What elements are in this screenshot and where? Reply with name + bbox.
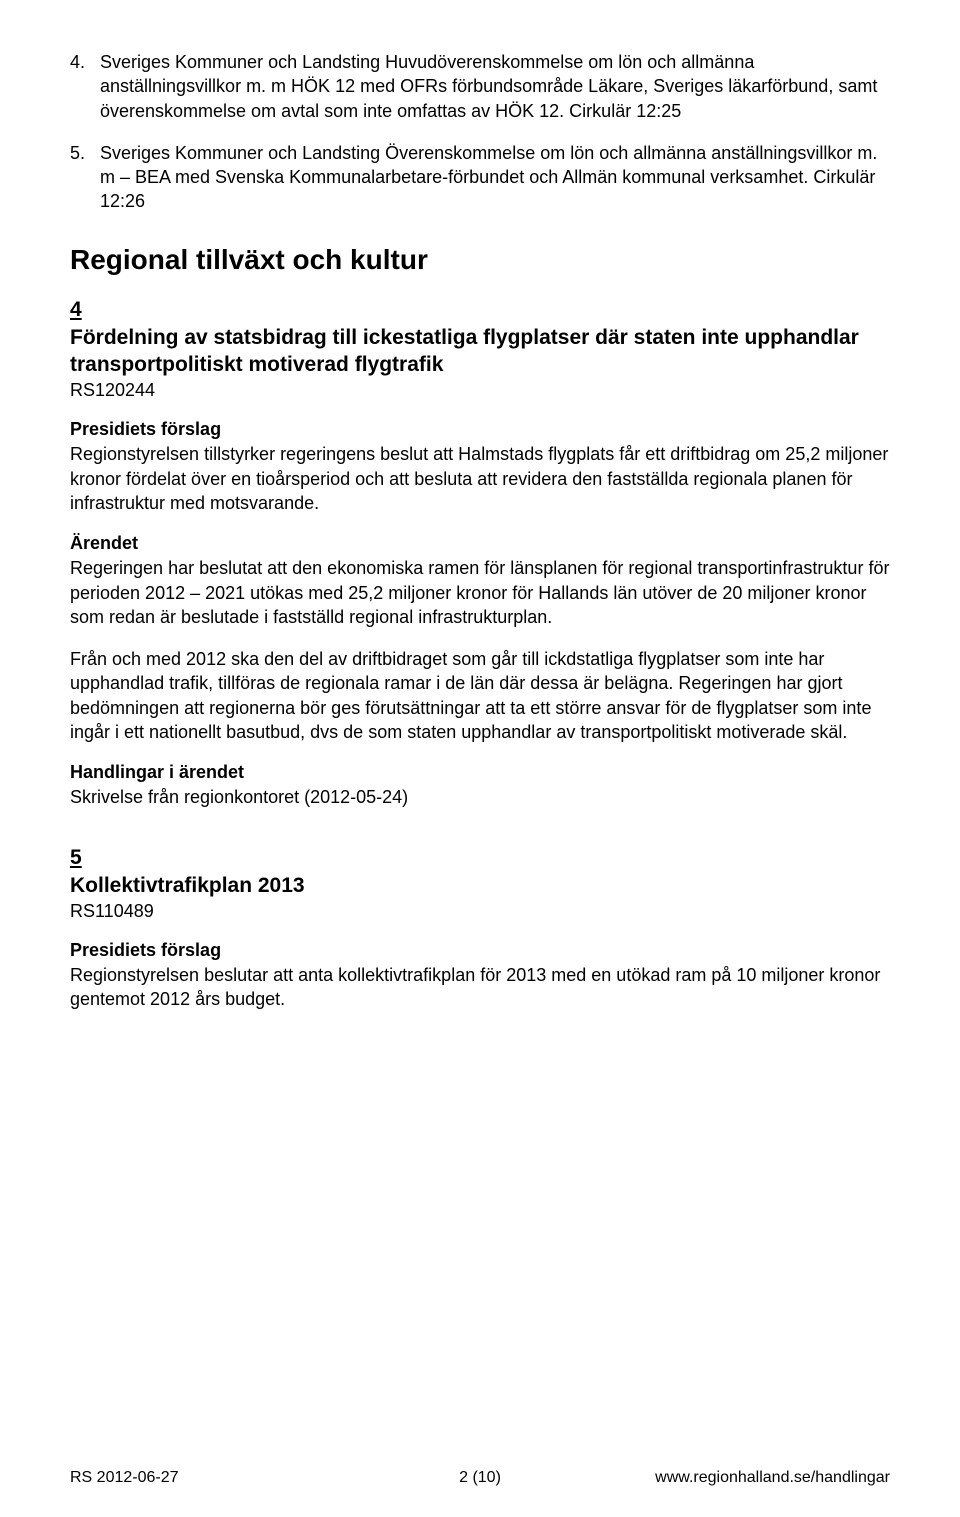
agenda-subheading: Presidiets förslag	[70, 419, 890, 440]
page-footer: RS 2012-06-27 2 (10) www.regionhalland.s…	[70, 1469, 890, 1487]
list-item-number: 4.	[70, 50, 100, 123]
agenda-item-ref: RS110489	[70, 901, 890, 922]
agenda-item: 4Fördelning av statsbidrag till ickestat…	[70, 298, 890, 810]
section-heading: Regional tillväxt och kultur	[70, 244, 890, 276]
footer-url: www.regionhalland.se/handlingar	[617, 1469, 890, 1487]
agenda-container: 4Fördelning av statsbidrag till ickestat…	[70, 298, 890, 1012]
list-item: 5.Sveriges Kommuner och Landsting Överen…	[70, 141, 890, 214]
agenda-item: 5Kollektivtrafikplan 2013RS110489 Presidi…	[70, 846, 890, 1012]
agenda-item-title: Fördelning av statsbidrag till ickestatl…	[70, 324, 890, 379]
footer-date: RS 2012-06-27	[70, 1469, 343, 1487]
agenda-paragraph: Från och med 2012 ska den del av driftbi…	[70, 647, 890, 744]
agenda-subheading: Handlingar i ärendet	[70, 762, 890, 783]
agenda-item-number: 5	[70, 846, 890, 870]
agenda-paragraph: Skrivelse från regionkontoret (2012-05-2…	[70, 785, 890, 809]
agenda-item-ref: RS120244	[70, 380, 890, 401]
list-item-number: 5.	[70, 141, 100, 214]
list-item-text: Sveriges Kommuner och Landsting Överensk…	[100, 141, 890, 214]
list-item: 4.Sveriges Kommuner och Landsting Huvudö…	[70, 50, 890, 123]
agenda-paragraph: Regeringen har beslutat att den ekonomis…	[70, 556, 890, 629]
document-page: 4.Sveriges Kommuner och Landsting Huvudö…	[0, 0, 960, 1517]
agenda-paragraph: Regionstyrelsen tillstyrker regeringens …	[70, 442, 890, 515]
agenda-paragraph: Regionstyrelsen beslutar att anta kollek…	[70, 963, 890, 1012]
agenda-item-number: 4	[70, 298, 890, 322]
list-item-text: Sveriges Kommuner och Landsting Huvudöve…	[100, 50, 890, 123]
agenda-item-title: Kollektivtrafikplan 2013	[70, 872, 890, 899]
footer-page-number: 2 (10)	[343, 1469, 616, 1487]
intro-numbered-list: 4.Sveriges Kommuner och Landsting Huvudö…	[70, 50, 890, 214]
agenda-subheading: Ärendet	[70, 533, 890, 554]
agenda-subheading: Presidiets förslag	[70, 940, 890, 961]
